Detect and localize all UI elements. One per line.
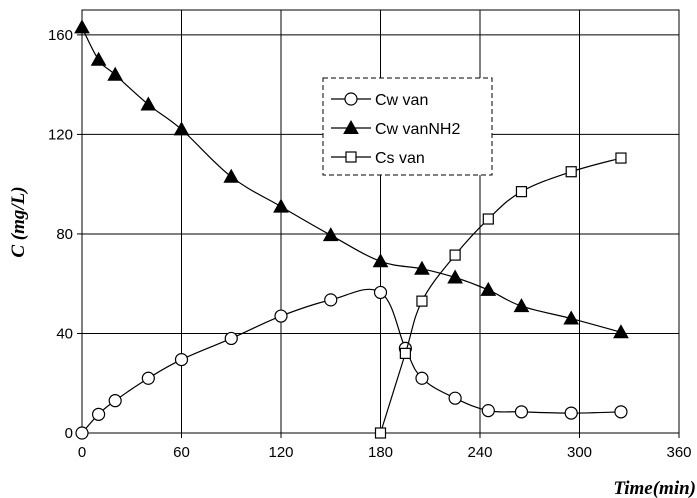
data-point — [90, 51, 107, 66]
data-point — [75, 426, 89, 440]
legend-label: Cw van — [375, 92, 428, 109]
x-tick-label: 300 — [567, 444, 592, 461]
data-point — [322, 227, 339, 242]
series-line — [81, 288, 621, 434]
data-point — [513, 298, 530, 313]
x-tick-label: 240 — [467, 444, 492, 461]
data-point — [449, 249, 461, 261]
data-point — [563, 310, 580, 325]
data-point — [415, 371, 429, 385]
data-point — [372, 253, 389, 268]
data-point — [448, 391, 462, 405]
data-point — [91, 407, 106, 421]
data-point — [614, 405, 628, 419]
series-layer — [74, 19, 629, 440]
data-point — [399, 347, 411, 359]
legend-label: Cs van — [375, 150, 425, 167]
y-axis-title: C (mg/L) — [8, 186, 29, 257]
data-point — [140, 96, 157, 111]
data-point — [223, 168, 240, 183]
data-point — [482, 213, 494, 225]
data-point — [564, 406, 578, 420]
data-point — [273, 198, 289, 213]
series-1 — [74, 19, 629, 339]
data-point — [447, 269, 463, 284]
x-tick-label: 120 — [268, 444, 293, 461]
x-tick-label: 180 — [368, 444, 393, 461]
data-point — [480, 281, 497, 296]
data-point — [373, 285, 388, 300]
data-point — [324, 293, 338, 307]
data-point — [108, 394, 122, 408]
data-point — [613, 324, 629, 339]
series-0 — [75, 285, 628, 440]
series-2 — [374, 152, 627, 439]
data-point — [414, 260, 430, 275]
x-tick-label: 60 — [173, 444, 190, 461]
data-point — [107, 66, 124, 81]
legend-item-0: Cw van — [331, 92, 428, 109]
data-point — [74, 19, 90, 34]
data-point — [274, 309, 288, 323]
tick-labels: 0 40 80 120 160 0 60 120 180 240 300 360 — [48, 27, 692, 461]
data-point — [141, 371, 155, 385]
y-tick-label: 160 — [48, 27, 73, 44]
y-tick-label: 0 — [65, 425, 73, 442]
data-point — [514, 405, 529, 419]
x-axis-title: Time(min) — [613, 478, 696, 498]
y-tick-label: 80 — [56, 226, 73, 243]
legend-marker — [345, 151, 357, 163]
data-point — [515, 186, 528, 198]
data-point — [615, 152, 627, 164]
data-point — [224, 331, 238, 346]
data-point — [565, 166, 577, 178]
data-point — [374, 427, 387, 439]
legend-marker — [344, 92, 358, 106]
x-tick-label: 360 — [666, 444, 691, 461]
x-tick-label: 0 — [78, 444, 86, 461]
data-point — [174, 352, 189, 367]
legend-item-2: Cs van — [331, 150, 425, 167]
legend-marker — [343, 119, 359, 134]
data-point — [416, 295, 428, 307]
legend-item-1: Cw vanNH2 — [331, 119, 460, 138]
data-point — [481, 404, 495, 418]
legend: Cw van Cw vanNH2 Cs van — [322, 77, 493, 176]
legend-label: Cw vanNH2 — [375, 121, 460, 138]
y-tick-label: 40 — [56, 325, 73, 342]
data-point — [173, 121, 190, 136]
y-tick-label: 120 — [48, 126, 73, 143]
